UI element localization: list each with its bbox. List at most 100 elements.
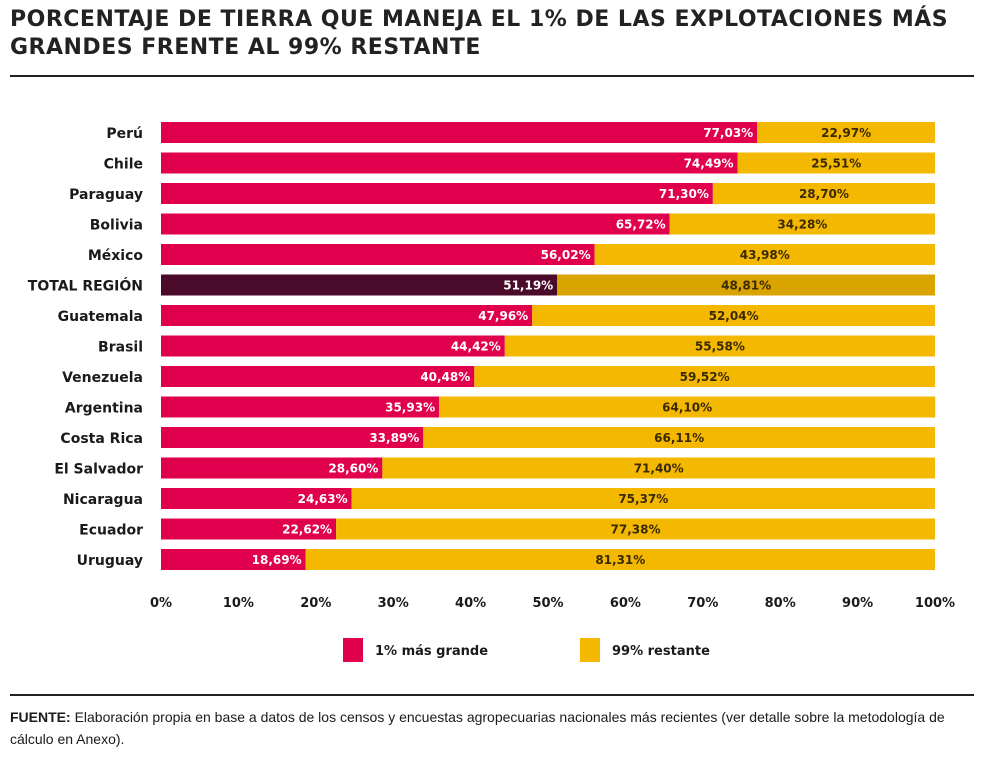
bar-top1-0 xyxy=(161,122,758,143)
category-label-2: Paraguay xyxy=(69,187,143,203)
value-label-top1-2: 71,30% xyxy=(659,187,709,201)
x-tick-label-8: 80% xyxy=(765,596,796,611)
bar-rest99-10 xyxy=(423,427,935,448)
bar-top1-6 xyxy=(161,305,533,326)
value-label-rest99-5: 48,81% xyxy=(721,279,771,293)
category-label-6: Guatemala xyxy=(58,309,143,325)
category-label-8: Venezuela xyxy=(62,370,143,386)
category-label-12: Nicaragua xyxy=(63,492,143,508)
title-divider xyxy=(10,75,974,77)
value-label-top1-1: 74,49% xyxy=(684,157,734,171)
x-tick-label-7: 70% xyxy=(687,596,718,611)
source-text: Elaboración propia en base a datos de lo… xyxy=(10,709,945,747)
value-label-top1-14: 18,69% xyxy=(252,553,302,567)
legend-swatch-top1 xyxy=(343,638,363,662)
value-label-rest99-2: 28,70% xyxy=(799,187,849,201)
value-label-rest99-0: 22,97% xyxy=(821,126,871,140)
bar-rest99-7 xyxy=(504,335,935,357)
value-label-rest99-1: 25,51% xyxy=(811,157,861,171)
value-label-top1-3: 65,72% xyxy=(616,218,666,232)
x-tick-label-0: 0% xyxy=(150,596,172,611)
value-label-top1-8: 40,48% xyxy=(420,370,470,384)
bar-rest99-11 xyxy=(382,457,935,479)
bar-top1-3 xyxy=(161,213,670,235)
category-label-14: Uruguay xyxy=(77,553,143,569)
value-label-top1-9: 35,93% xyxy=(385,401,435,415)
bar-rest99-9 xyxy=(439,396,936,418)
value-label-rest99-6: 52,04% xyxy=(709,309,759,323)
category-label-1: Chile xyxy=(104,157,143,173)
value-label-rest99-12: 75,37% xyxy=(618,492,668,506)
value-label-top1-5: 51,19% xyxy=(503,279,553,293)
value-label-rest99-8: 59,52% xyxy=(680,370,730,384)
category-label-5: TOTAL REGIÓN xyxy=(28,277,143,295)
bar-rest99-13 xyxy=(336,518,935,540)
bars-layer: 77,03% 22,97% 74,49% 25,51% 71,30% 28,70% 65,7… xyxy=(161,122,936,570)
category-label-7: Brasil xyxy=(98,340,143,356)
bar-top1-9 xyxy=(161,396,440,418)
source-divider xyxy=(10,694,974,696)
source-label: FUENTE: xyxy=(10,709,71,725)
value-label-rest99-7: 55,58% xyxy=(695,340,745,354)
x-tick-label-3: 30% xyxy=(378,596,409,611)
bar-top1-8 xyxy=(161,366,475,387)
bar-top1-14 xyxy=(161,549,306,570)
chart-title: PORCENTAJE DE TIERRA QUE MANEJA EL 1% DE… xyxy=(10,7,949,60)
value-label-rest99-3: 34,28% xyxy=(777,218,827,232)
bar-rest99-1 xyxy=(737,152,935,174)
value-label-rest99-13: 77,38% xyxy=(611,523,661,537)
legend-label-top1: 1% más grande xyxy=(375,644,488,659)
category-label-11: El Salvador xyxy=(54,462,143,478)
bar-top1-7 xyxy=(161,335,505,357)
bar-rest99-4 xyxy=(594,244,935,265)
bar-rest99-6 xyxy=(532,305,935,326)
bar-top1-11 xyxy=(161,457,383,479)
value-label-rest99-9: 64,10% xyxy=(662,401,712,415)
bar-top1-5 xyxy=(161,274,558,296)
x-tick-label-1: 10% xyxy=(223,596,254,611)
category-label-10: Costa Rica xyxy=(60,431,143,447)
value-label-rest99-11: 71,40% xyxy=(634,462,684,476)
bar-top1-1 xyxy=(161,152,738,174)
x-tick-label-10: 100% xyxy=(915,596,955,611)
value-label-top1-13: 22,62% xyxy=(282,523,332,537)
x-tick-label-9: 90% xyxy=(842,596,873,611)
x-tick-label-2: 20% xyxy=(300,596,331,611)
value-label-top1-12: 24,63% xyxy=(298,492,348,506)
value-label-top1-11: 28,60% xyxy=(328,462,378,476)
bar-rest99-12 xyxy=(351,488,935,509)
bar-rest99-14 xyxy=(305,549,935,570)
category-labels: Perú Chile Paraguay Bolivia México TOTAL REGI… xyxy=(28,126,144,569)
source-note: FUENTE: Elaboración propia en base a dat… xyxy=(10,706,975,750)
bar-rest99-8 xyxy=(474,366,935,387)
category-label-4: México xyxy=(88,248,144,264)
category-label-0: Perú xyxy=(106,126,143,142)
value-label-top1-7: 44,42% xyxy=(451,340,501,354)
value-label-top1-4: 56,02% xyxy=(541,248,591,262)
bar-rest99-5 xyxy=(557,274,935,296)
bar-top1-4 xyxy=(161,244,595,265)
bar-rest99-2 xyxy=(712,183,935,204)
value-label-rest99-4: 43,98% xyxy=(740,248,790,262)
bar-rest99-3 xyxy=(669,213,935,235)
bar-top1-13 xyxy=(161,518,337,540)
legend: 1% más grande 99% restante xyxy=(343,638,710,662)
bar-top1-12 xyxy=(161,488,352,509)
value-label-rest99-14: 81,31% xyxy=(595,553,645,567)
x-tick-label-4: 40% xyxy=(455,596,486,611)
category-label-13: Ecuador xyxy=(79,523,143,539)
value-label-top1-10: 33,89% xyxy=(369,431,419,445)
x-tick-label-6: 60% xyxy=(610,596,641,611)
bar-top1-2 xyxy=(161,183,713,204)
category-label-3: Bolivia xyxy=(90,218,143,234)
x-axis-ticks: 0% 10% 20% 30% 40% 50% 60% 70% 80% 90% 100% xyxy=(150,596,955,611)
legend-swatch-rest99 xyxy=(580,638,600,662)
value-label-top1-6: 47,96% xyxy=(478,309,528,323)
legend-label-rest99: 99% restante xyxy=(612,644,710,659)
x-tick-label-5: 50% xyxy=(532,596,563,611)
stacked-bar-chart: 77,03% 22,97% 74,49% 25,51% 71,30% 28,70% 65,7… xyxy=(28,122,955,662)
value-label-rest99-10: 66,11% xyxy=(654,431,704,445)
bar-top1-10 xyxy=(161,427,424,448)
category-label-9: Argentina xyxy=(65,401,143,417)
bar-rest99-0 xyxy=(757,122,935,143)
